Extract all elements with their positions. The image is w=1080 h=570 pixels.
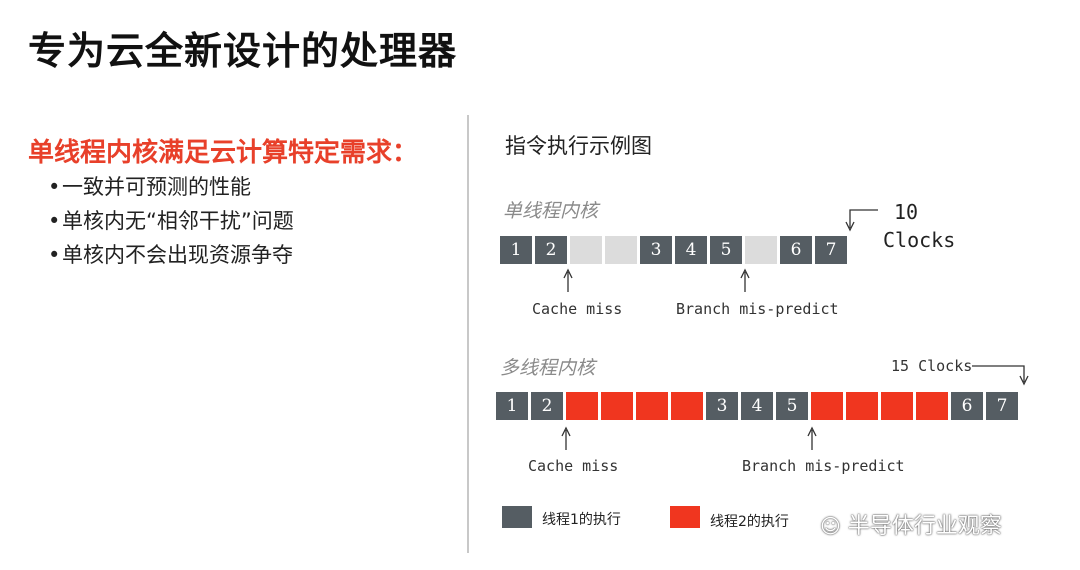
list-item: •单核内不会出现资源争夺 <box>48 243 293 267</box>
single-cell-stall <box>570 236 602 264</box>
single-thread-label: 单线程内核 <box>503 200 599 222</box>
arrow-head-icon <box>740 268 750 279</box>
multi-cell-thread1: 7 <box>986 392 1018 420</box>
wechat-icon: ☺ <box>820 514 841 538</box>
arrow-head-icon <box>1019 375 1029 386</box>
single-cell-thread1: 3 <box>640 236 672 264</box>
watermark: ☺ 半导体行业观察 <box>820 514 1002 539</box>
page-title: 专为云全新设计的处理器 <box>28 29 458 73</box>
multi-cell-thread1: 2 <box>531 392 563 420</box>
single-cell-thread1: 5 <box>710 236 742 264</box>
left-heading: 单线程内核满足云计算特定需求： <box>28 138 419 168</box>
single-cell-thread1: 1 <box>500 236 532 264</box>
multi-cache-miss-note: Cache miss <box>528 457 619 475</box>
single-branch-note: Branch mis-predict <box>676 300 839 318</box>
single-cell-thread1: 4 <box>675 236 707 264</box>
multi-cell-thread1: 3 <box>706 392 738 420</box>
multi-cell-thread2 <box>601 392 633 420</box>
arrow-down-icon <box>849 209 878 228</box>
multi-cell-thread1: 1 <box>496 392 528 420</box>
multi-branch-note: Branch mis-predict <box>742 457 905 475</box>
multi-cell-thread2 <box>846 392 878 420</box>
arrow-head-icon <box>807 426 817 437</box>
multi-cell-thread2 <box>811 392 843 420</box>
list-item: •一致并可预测的性能 <box>48 175 251 199</box>
single-cache-miss-note: Cache miss <box>532 300 623 318</box>
legend-label-thread2: 线程2的执行 <box>710 514 789 530</box>
multi-thread-label: 多线程内核 <box>500 357 596 379</box>
multi-cell-thread2 <box>881 392 913 420</box>
feature-list: •一致并可预测的性能 •单核内无“相邻干扰”问题 •单核内不会出现资源争夺 <box>48 170 294 272</box>
single-cell-thread1: 7 <box>815 236 847 264</box>
legend-swatch-thread2 <box>670 506 700 528</box>
multi-cell-thread1: 6 <box>951 392 983 420</box>
multi-cell-thread2 <box>916 392 948 420</box>
legend-swatch-thread1 <box>502 506 532 528</box>
arrow-head-icon <box>561 426 571 437</box>
single-clocks-unit: Clocks <box>883 228 956 252</box>
multi-cell-thread1: 5 <box>776 392 808 420</box>
multi-cell-thread2 <box>566 392 598 420</box>
vertical-divider <box>467 115 469 553</box>
single-cell-thread1: 2 <box>535 236 567 264</box>
multi-clocks: 15 Clocks <box>891 357 973 375</box>
figure-title: 指令执行示例图 <box>505 134 652 158</box>
legend-label-thread1: 线程1的执行 <box>542 512 621 528</box>
arrow-head-icon <box>563 268 573 279</box>
single-clocks-value: 10 <box>894 200 919 224</box>
single-cell-stall <box>745 236 777 264</box>
single-cell-thread1: 6 <box>780 236 812 264</box>
single-cell-stall <box>605 236 637 264</box>
multi-cell-thread1: 4 <box>741 392 773 420</box>
arrow-head-icon <box>845 221 855 232</box>
multi-cell-thread2 <box>636 392 668 420</box>
arrow-down-icon <box>972 365 1025 382</box>
multi-cell-thread2 <box>671 392 703 420</box>
list-item: •单核内无“相邻干扰”问题 <box>48 209 294 233</box>
